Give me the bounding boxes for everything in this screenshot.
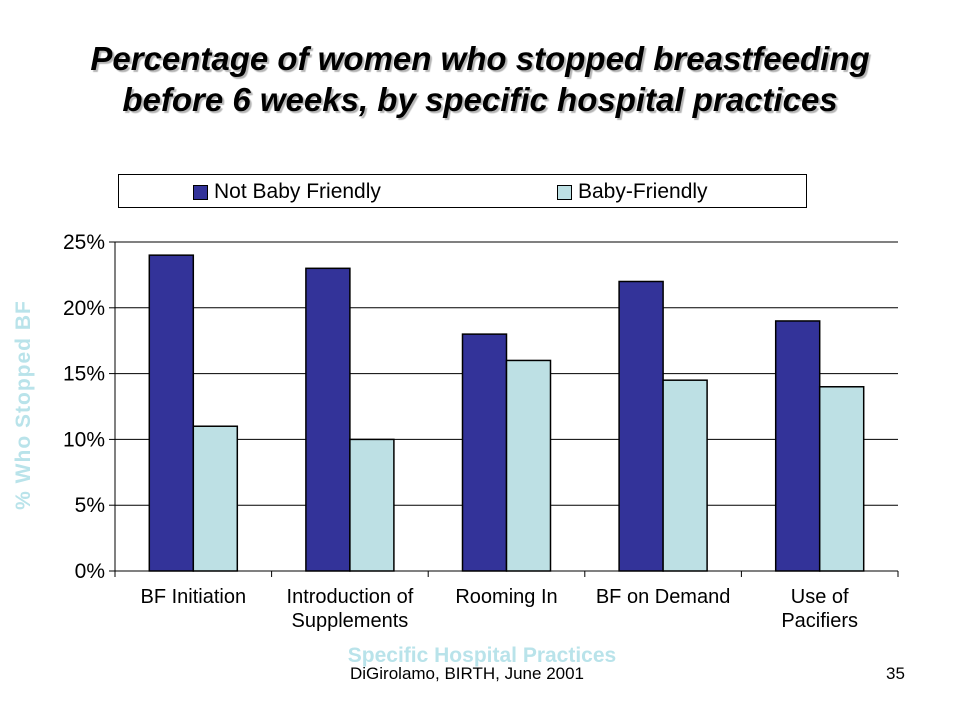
- x-tick-label-line: Rooming In: [455, 586, 557, 608]
- x-tick-label: Rooming In: [455, 586, 557, 608]
- bar-not-baby-friendly: [461, 333, 508, 572]
- x-axis-title: Specific Hospital Practices: [347, 644, 617, 667]
- x-tick-label-line: Pacifiers: [781, 610, 858, 632]
- bar-not-baby-friendly: [148, 254, 195, 572]
- legend-label-not-baby-friendly: Not Baby Friendly: [214, 180, 381, 203]
- y-tick-label: 25%: [63, 231, 105, 254]
- bar-baby-friendly: [505, 359, 552, 572]
- bar-baby-friendly: [192, 425, 239, 572]
- x-tick-label-line: BF on Demand: [596, 586, 731, 608]
- y-tick-label: 5%: [75, 494, 105, 517]
- legend-item-baby-friendly: Baby-Friendly: [557, 180, 708, 204]
- legend-label-baby-friendly: Baby-Friendly: [578, 180, 708, 203]
- y-tick-label: 10%: [63, 428, 105, 451]
- page-number: 35: [886, 664, 905, 683]
- bar-not-baby-friendly: [618, 280, 664, 572]
- x-tick-label: BF on Demand: [596, 586, 731, 608]
- slide-title: Percentage of women who stopped breastfe…: [40, 38, 920, 120]
- x-tick-label-line: Use of: [791, 586, 849, 608]
- y-tick-label: 20%: [63, 297, 105, 320]
- x-tick-label-line: Introduction of: [287, 586, 414, 608]
- title-line-1: Percentage of women who stopped breastfe…: [90, 40, 870, 77]
- legend-swatch-baby-friendly: [557, 184, 572, 200]
- x-tick-label: Introduction of Supplements: [287, 586, 414, 632]
- bar-not-baby-friendly: [774, 320, 821, 572]
- chart-legend: Not Baby Friendly Baby-Friendly: [118, 174, 807, 208]
- y-axis-title: % Who Stopped BF: [12, 300, 35, 510]
- tick-labels: 0% 5% 10% 15% 20% 25% BF Initiation Introductio…: [63, 231, 858, 632]
- x-tick-label: Use of Pacifiers: [781, 586, 858, 632]
- bar-not-baby-friendly: [305, 267, 351, 572]
- title-line-2: before 6 weeks, by specific hospital pra…: [122, 81, 838, 118]
- x-tick-label: BF Initiation: [140, 586, 246, 608]
- bars: [148, 254, 865, 572]
- bar-baby-friendly: [662, 379, 708, 572]
- legend-swatch-not-baby-friendly: [193, 184, 208, 200]
- bar-baby-friendly: [349, 438, 395, 572]
- footer-citation: DiGirolamo, BIRTH, June 2001: [350, 664, 585, 683]
- y-tick-label: 0%: [75, 560, 105, 583]
- y-tick-label: 15%: [63, 363, 105, 386]
- bar-baby-friendly: [818, 386, 865, 572]
- x-tick-label-line: BF Initiation: [140, 586, 246, 608]
- x-tick-label-line: Supplements: [292, 610, 409, 632]
- legend-item-not-baby-friendly: Not Baby Friendly: [193, 180, 381, 204]
- axes: [109, 241, 899, 577]
